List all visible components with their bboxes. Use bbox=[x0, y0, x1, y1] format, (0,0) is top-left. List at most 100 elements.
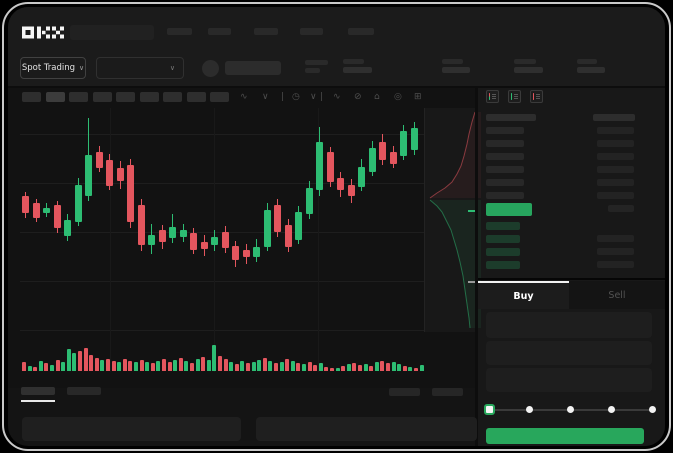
book-lines bbox=[514, 94, 518, 99]
volume-bar bbox=[100, 360, 105, 371]
volume-bar bbox=[374, 362, 379, 371]
timeframe-button[interactable] bbox=[92, 92, 112, 102]
ask-amount-placeholder bbox=[597, 153, 634, 160]
volume-bar bbox=[128, 361, 133, 371]
volume-bar bbox=[285, 359, 290, 371]
bottom-tab[interactable] bbox=[67, 387, 101, 395]
nav-link-placeholder[interactable] bbox=[300, 28, 323, 35]
volume-bar bbox=[419, 365, 424, 371]
volume-bar bbox=[223, 359, 228, 371]
candle bbox=[190, 233, 197, 250]
camera-icon[interactable]: ⌂ bbox=[374, 92, 380, 102]
nav-link-placeholder[interactable] bbox=[348, 28, 374, 35]
drawing-tool-icon[interactable]: ⊘ bbox=[354, 92, 362, 102]
bid-price-placeholder[interactable] bbox=[486, 222, 520, 230]
interval-icon[interactable]: ◷ bbox=[292, 92, 300, 102]
ask-price-placeholder[interactable] bbox=[486, 166, 524, 173]
timeframe-button[interactable] bbox=[163, 92, 182, 102]
slider-stop[interactable] bbox=[648, 406, 656, 413]
settings-icon[interactable]: ◎ bbox=[394, 92, 402, 102]
depth-panel bbox=[424, 108, 481, 332]
volume-bar bbox=[324, 367, 329, 371]
candle bbox=[326, 152, 334, 182]
divider: | bbox=[320, 92, 324, 102]
candle bbox=[379, 142, 386, 160]
amount-input[interactable] bbox=[486, 341, 652, 365]
fullscreen-icon[interactable]: ⊞ bbox=[414, 92, 422, 102]
tab-buy[interactable]: Buy bbox=[478, 281, 569, 309]
bid-price-placeholder[interactable] bbox=[486, 235, 520, 243]
ask-price-placeholder[interactable] bbox=[486, 140, 524, 147]
price-input[interactable] bbox=[486, 312, 652, 338]
slider-stop[interactable] bbox=[526, 406, 534, 413]
bottom-tab-active[interactable] bbox=[21, 387, 55, 395]
depth-last-price-tick bbox=[468, 210, 477, 212]
volume-bar bbox=[290, 361, 295, 371]
candle bbox=[22, 196, 29, 213]
ask-price-placeholder[interactable] bbox=[486, 153, 524, 160]
candle bbox=[389, 152, 397, 164]
timeframe-button[interactable] bbox=[139, 92, 159, 102]
last-amount-placeholder bbox=[608, 205, 634, 212]
ask-price-placeholder[interactable] bbox=[486, 192, 524, 199]
volume-bar bbox=[122, 359, 127, 371]
bid-price-placeholder[interactable] bbox=[486, 248, 520, 256]
total-input[interactable] bbox=[486, 368, 652, 392]
volume-bar bbox=[117, 362, 122, 371]
ask-price-placeholder[interactable] bbox=[486, 179, 524, 186]
bids-only-icon[interactable] bbox=[508, 90, 521, 103]
volume-bar bbox=[352, 363, 357, 371]
search-input[interactable] bbox=[70, 25, 154, 40]
nav-link-placeholder[interactable] bbox=[254, 28, 278, 35]
volume-bar bbox=[201, 357, 206, 371]
bottom-action-placeholder[interactable] bbox=[432, 388, 463, 396]
history-panel-placeholder bbox=[256, 417, 477, 441]
bid-price-placeholder[interactable] bbox=[486, 261, 520, 269]
timeframe-button[interactable] bbox=[116, 92, 135, 102]
slider-handle[interactable] bbox=[484, 404, 495, 415]
candle bbox=[137, 205, 145, 245]
candle bbox=[316, 142, 323, 190]
ask-amount-placeholder bbox=[597, 179, 634, 186]
nav-link-placeholder[interactable] bbox=[167, 28, 192, 35]
ask-amount-placeholder bbox=[597, 166, 634, 173]
stat-value-placeholder bbox=[577, 67, 605, 73]
indicator-icon[interactable]: ∿ bbox=[333, 92, 341, 102]
chevron-down-icon[interactable]: ∨ bbox=[310, 92, 317, 102]
chart-section-background bbox=[8, 88, 475, 388]
timeframe-button[interactable] bbox=[210, 92, 229, 102]
buy-submit-button[interactable] bbox=[486, 428, 644, 444]
volume-bar bbox=[212, 345, 217, 371]
line-style-icon[interactable]: ∿ bbox=[240, 92, 248, 102]
split-book-icon[interactable] bbox=[486, 90, 499, 103]
slider-stop[interactable] bbox=[607, 406, 615, 413]
candle bbox=[211, 237, 218, 245]
bid-amount-placeholder bbox=[597, 235, 634, 242]
timeframe-button[interactable] bbox=[22, 92, 41, 102]
header-divider bbox=[8, 86, 665, 88]
nav-link-placeholder[interactable] bbox=[208, 28, 231, 35]
tab-sell-label: Sell bbox=[608, 289, 626, 301]
volume-histogram bbox=[20, 343, 424, 371]
tab-sell[interactable]: Sell bbox=[569, 281, 665, 309]
volume-bar bbox=[358, 365, 362, 371]
tab-buy-label: Buy bbox=[513, 290, 534, 302]
pair-dropdown[interactable]: ∨ bbox=[96, 57, 184, 79]
volume-bar bbox=[66, 349, 71, 371]
candle bbox=[200, 242, 208, 249]
market-type-dropdown[interactable]: Spot Trading ∨ bbox=[20, 57, 86, 79]
volume-bar bbox=[44, 363, 49, 371]
slider-stop[interactable] bbox=[567, 406, 574, 413]
last-price-bar[interactable] bbox=[486, 203, 532, 216]
chevron-down-icon[interactable]: ∨ bbox=[262, 92, 269, 102]
ask-price-placeholder[interactable] bbox=[486, 127, 524, 134]
asks-only-icon[interactable] bbox=[530, 90, 543, 103]
volume-bar bbox=[22, 362, 26, 371]
ask-amount-placeholder bbox=[597, 140, 634, 147]
timeframe-button[interactable] bbox=[69, 92, 88, 102]
change-placeholder bbox=[305, 60, 328, 65]
timeframe-button[interactable] bbox=[186, 92, 206, 102]
timeframe-button[interactable] bbox=[45, 92, 65, 102]
bottom-action-placeholder[interactable] bbox=[389, 388, 420, 396]
volume-bar bbox=[134, 362, 138, 371]
